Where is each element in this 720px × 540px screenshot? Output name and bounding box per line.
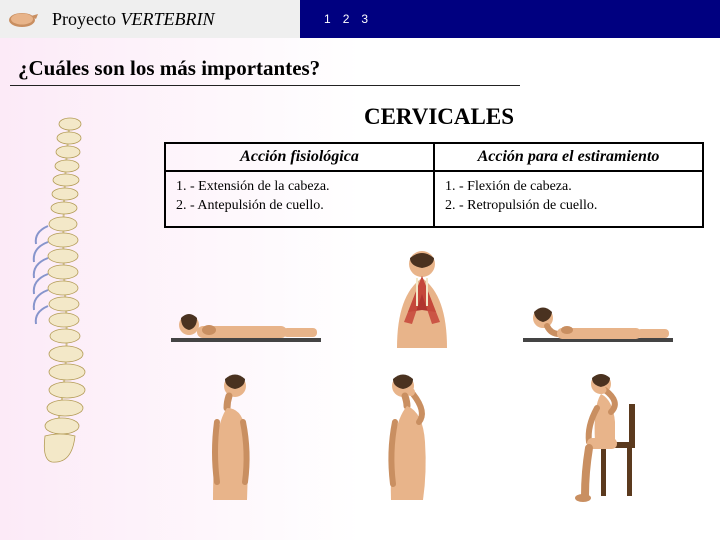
table-cell-2: 1. - Flexión de cabeza. 2. - Retropulsió… bbox=[434, 171, 703, 227]
figure-standing-retropulsion bbox=[377, 372, 437, 502]
main-column: CERVICALES Acción fisiológica Acción par… bbox=[134, 104, 720, 534]
page-link-3[interactable]: 3 bbox=[361, 12, 368, 26]
table-cell-1: 1. - Extensión de la cabeza. 2. - Antepu… bbox=[165, 171, 434, 227]
top-bar: Proyecto VERTEBRIN 1 2 3 bbox=[0, 0, 720, 38]
action-table: Acción fisiológica Acción para el estira… bbox=[164, 142, 704, 228]
cell2-line2: 2. - Retropulsión de cuello. bbox=[445, 197, 692, 216]
content-area: CERVICALES Acción fisiológica Acción par… bbox=[0, 104, 720, 534]
spine-icon bbox=[30, 114, 105, 464]
section-title: CERVICALES bbox=[174, 104, 704, 130]
figure-sitting-stretch bbox=[555, 372, 645, 502]
page-links: 1 2 3 bbox=[324, 12, 368, 26]
figure-row-1 bbox=[140, 250, 704, 350]
table-header-1: Acción fisiológica bbox=[165, 143, 434, 171]
figures-area bbox=[140, 250, 704, 502]
project-name: VERTEBRIN bbox=[120, 9, 214, 29]
figure-standing-antepulsion bbox=[199, 372, 259, 502]
cell1-line2: 2. - Antepulsión de cuello. bbox=[176, 197, 423, 216]
cell2-line1: 1. - Flexión de cabeza. bbox=[445, 178, 692, 197]
topbar-title-block: Proyecto VERTEBRIN bbox=[0, 0, 300, 38]
spine-column bbox=[0, 104, 134, 534]
cell1-line1: 1. - Extensión de la cabeza. bbox=[176, 178, 423, 197]
figure-neck-muscles bbox=[382, 250, 462, 350]
page-question: ¿Cuáles son los más importantes? bbox=[18, 56, 720, 81]
logo-icon bbox=[8, 10, 40, 28]
figure-row-2 bbox=[140, 372, 704, 502]
page-link-1[interactable]: 1 bbox=[324, 12, 331, 26]
page-link-2[interactable]: 2 bbox=[343, 12, 350, 26]
figure-lying-flexion bbox=[523, 300, 673, 350]
divider bbox=[10, 85, 520, 86]
figure-lying-extension bbox=[171, 300, 321, 350]
table-header-2: Acción para el estiramiento bbox=[434, 143, 703, 171]
project-word: Proyecto VERTEBRIN bbox=[52, 9, 214, 30]
